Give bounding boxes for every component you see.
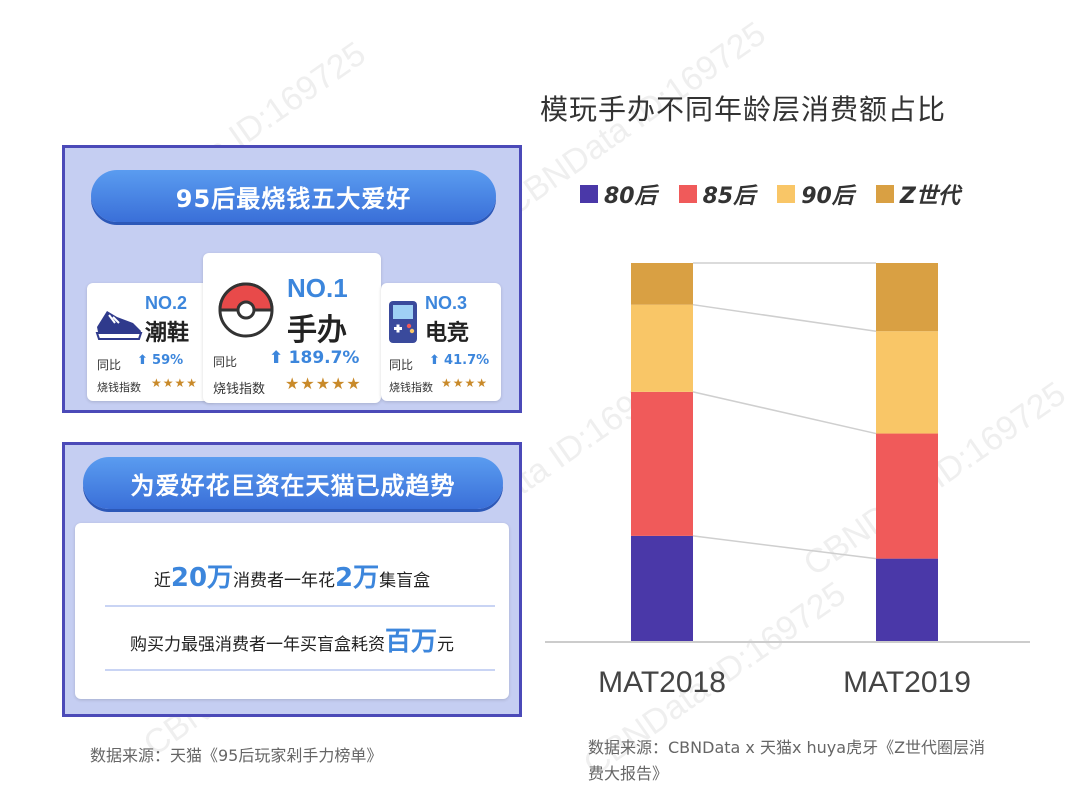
- divider: [105, 669, 495, 671]
- bar-segment: [876, 433, 938, 559]
- legend-label: Z世代: [899, 184, 960, 209]
- hobby-card-sneakers: NO.2 潮鞋 同比 ⬆ 59% 烧钱指数 ★★★★: [87, 283, 217, 401]
- watermark: CBNData ID:169725: [796, 374, 1073, 584]
- chart-title: 模玩手办不同年龄层消费额占比: [540, 93, 947, 126]
- left-source-note: 数据来源：天猫《95后玩家剁手力榜单》: [90, 746, 383, 765]
- trend-panel: 为爱好花巨资在天猫已成趋势 近20万消费者一年花2万集盲盒 购买力最强消费者一年…: [62, 442, 522, 717]
- text: 元: [437, 635, 454, 655]
- legend-swatch: [678, 185, 697, 203]
- x-tick-label: MAT2019: [843, 666, 971, 699]
- hobby-name: 潮鞋: [145, 321, 190, 346]
- index-label: 烧钱指数: [389, 381, 433, 394]
- sneaker-icon: [95, 311, 143, 340]
- yoy-label: 同比: [213, 355, 238, 369]
- connector-line: [692, 303, 877, 332]
- highlight-number: 2万: [335, 563, 380, 593]
- rank-label: NO.2: [145, 293, 188, 313]
- bar-segment: [631, 391, 693, 536]
- legend-item-80: 80后: [580, 178, 657, 210]
- text: 购买力最强消费者一年买盲盒耗资: [129, 635, 385, 655]
- rank-label: NO.1: [287, 273, 348, 303]
- star-rating: ★★★★: [151, 376, 199, 390]
- index-label: 烧钱指数: [97, 381, 141, 394]
- star-rating: ★★★★★: [285, 374, 362, 393]
- handheld-console-icon: [389, 301, 417, 343]
- trend-card: 近20万消费者一年花2万集盲盒 购买力最强消费者一年买盲盒耗资百万元: [75, 523, 509, 699]
- bottom-panel-title: 为爱好花巨资在天猫已成趋势: [83, 457, 503, 509]
- trend-line-1: 近20万消费者一年花2万集盲盒: [75, 557, 509, 594]
- text: 近: [153, 571, 171, 591]
- rank-label: NO.3: [425, 293, 468, 313]
- yoy-value: 59%: [152, 353, 184, 368]
- bar-segment: [631, 304, 693, 392]
- legend-item-85: 85后: [678, 178, 756, 210]
- hobby-name: 电竞: [425, 321, 470, 346]
- yoy-value-row: ⬆ 41.7%: [429, 353, 489, 368]
- bar-segment: [631, 535, 693, 642]
- bar-segment: [876, 331, 938, 434]
- up-arrow-icon: ⬆: [137, 353, 148, 368]
- legend-item-genz: Z世代: [875, 178, 960, 210]
- up-arrow-icon: ⬆: [429, 353, 440, 368]
- yoy-value: 189.7%: [288, 348, 360, 368]
- pokeball-icon: [218, 282, 274, 338]
- up-arrow-icon: ⬆: [269, 348, 284, 368]
- yoy-value-row: ⬆ 189.7%: [269, 348, 359, 368]
- highlight-number: 20万: [170, 563, 234, 593]
- chart-legend: 80后 85后 90后 Z世代: [580, 178, 960, 210]
- top-hobbies-panel: 95后最烧钱五大爱好 NO.2 潮鞋 同比 ⬆ 59% 烧钱指数 ★★★★ NO…: [62, 145, 522, 413]
- bar-segment: [876, 558, 938, 642]
- trend-line-2: 购买力最强消费者一年买盲盒耗资百万元: [75, 621, 509, 658]
- hobby-card-esports: NO.3 电竞 同比 ⬆ 41.7% 烧钱指数 ★★★★: [381, 283, 501, 401]
- legend-swatch: [580, 185, 598, 203]
- legend-swatch: [777, 185, 796, 203]
- divider: [105, 605, 495, 607]
- legend-label: 90后: [801, 184, 854, 209]
- legend-swatch: [875, 185, 894, 203]
- highlight-number: 百万: [384, 627, 437, 657]
- connector-line: [692, 535, 877, 560]
- hobby-card-figures: NO.1 手办 同比 ⬆ 189.7% 烧钱指数 ★★★★★: [203, 253, 381, 403]
- legend-label: 80后: [604, 184, 657, 209]
- index-label: 烧钱指数: [213, 382, 266, 397]
- bar-segment: [876, 263, 938, 332]
- connector-line: [692, 391, 877, 435]
- star-rating: ★★★★: [441, 376, 489, 390]
- yoy-label: 同比: [97, 358, 122, 372]
- yoy-value: 41.7%: [444, 353, 490, 368]
- legend-item-90: 90后: [777, 178, 854, 210]
- hobby-name: 手办: [287, 313, 347, 348]
- legend-label: 85后: [702, 184, 756, 209]
- yoy-label: 同比: [389, 358, 414, 372]
- right-source-note: 数据来源：CBNData x 天猫x huya虎牙《Z世代圈层消费大报告》: [588, 738, 986, 783]
- top-panel-title: 95后最烧钱五大爱好: [91, 170, 496, 222]
- x-tick-label: MAT2018: [598, 666, 726, 699]
- text: 集盲盒: [379, 571, 431, 591]
- yoy-value-row: ⬆ 59%: [137, 353, 183, 368]
- bar-segment: [631, 263, 693, 305]
- text: 消费者一年花: [233, 571, 336, 591]
